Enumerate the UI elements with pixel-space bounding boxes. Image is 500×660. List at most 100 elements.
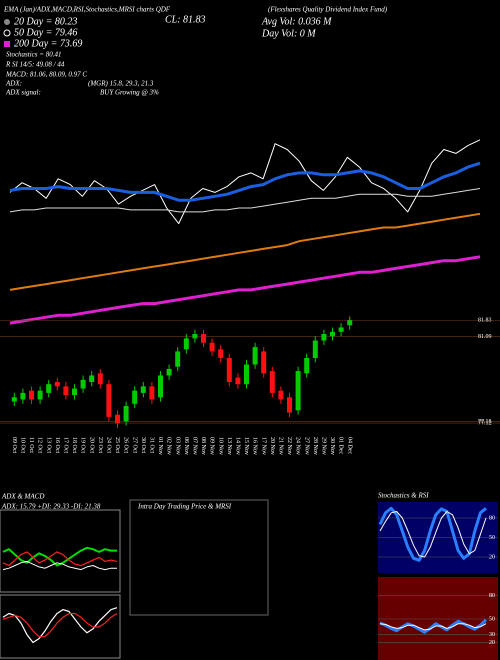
- x-tick-label: 12 Oct: [37, 437, 43, 453]
- x-tick-label: 27 Nov: [303, 437, 309, 455]
- adx-values: (MGR) 15.8, 29.3, 21.3: [88, 80, 154, 88]
- x-tick-label: 01 Dec: [338, 437, 344, 454]
- series-line: [2, 551, 118, 567]
- y-tick-label: 20: [489, 554, 495, 560]
- y-tick-label: 77.12: [478, 420, 492, 426]
- x-tick-label: 19 Oct: [80, 437, 86, 453]
- x-tick-label: 10 Nov: [217, 437, 223, 455]
- candle-body: [166, 368, 172, 376]
- stat: R SI 14/5: 49.08 / 44: [5, 61, 65, 69]
- series-line: [379, 618, 488, 634]
- candle-body: [330, 331, 335, 337]
- x-tick-label: 17 Oct: [63, 437, 69, 453]
- x-tick-label: 14 Nov: [235, 437, 241, 455]
- candle-body: [312, 340, 318, 358]
- x-tick-label: 24 Nov: [295, 437, 301, 455]
- candle-body: [201, 334, 206, 343]
- x-tick-label: 22 Nov: [286, 437, 292, 455]
- candle-body: [321, 334, 327, 341]
- x-tick-label: 31 Oct: [149, 437, 155, 453]
- x-tick-label: 16 Nov: [252, 437, 258, 455]
- y-tick-label: 30: [489, 632, 495, 638]
- candle-body: [244, 364, 249, 385]
- x-tick-label: 27 Oct: [131, 437, 137, 453]
- candle-body: [226, 358, 232, 382]
- y-tick-label: 81.09: [478, 334, 492, 340]
- y-tick-label: 77.18: [478, 419, 492, 425]
- panel-title: Intra Day Trading Price & MRSI: [137, 503, 232, 511]
- candle-body: [338, 327, 344, 332]
- x-tick-label: 17 Nov: [260, 437, 266, 455]
- x-tick-label: 30 Nov: [329, 437, 335, 455]
- series-line: [379, 511, 487, 558]
- candle-body: [89, 375, 95, 382]
- x-tick-label: 30 Oct: [140, 437, 146, 453]
- adx-signal-label: ADX signal:: [5, 89, 41, 97]
- intraday-frame: [129, 499, 269, 616]
- candle-body: [218, 349, 224, 358]
- avg-vol: Avg Vol: 0.036 M: [261, 16, 332, 27]
- panel-title: ADX & MACD: [1, 493, 44, 501]
- x-tick-label: 28 Nov: [312, 437, 318, 455]
- candle-body: [80, 379, 86, 389]
- x-tick-label: 09 Nov: [209, 437, 215, 455]
- candle-body: [261, 351, 267, 374]
- header-subtitle: (Flexshares Quality Dividend Index Fund): [268, 6, 388, 14]
- candle-body: [287, 397, 292, 413]
- candle-body: [347, 320, 353, 326]
- stat: 50 Day = 79.46: [14, 27, 77, 38]
- candle-body: [132, 390, 138, 404]
- x-tick-label: 25 Oct: [114, 437, 120, 453]
- y-tick-label: 50: [489, 535, 495, 541]
- series-line: [9, 255, 481, 325]
- x-tick-label: 29 Nov: [321, 437, 327, 455]
- legend-marker: [4, 41, 10, 47]
- candle-body: [175, 351, 181, 367]
- stat: 20 Day = 80.23: [14, 16, 77, 27]
- candle-body: [235, 377, 241, 385]
- x-tick-label: 23 Oct: [97, 437, 103, 453]
- candle-body: [11, 397, 17, 402]
- candle-body: [209, 342, 215, 352]
- candle-body: [140, 386, 146, 393]
- x-tick-label: 24 Oct: [106, 437, 112, 453]
- candle-body: [46, 384, 52, 393]
- series-line: [2, 546, 117, 567]
- series-line: [9, 212, 481, 291]
- candle-body: [149, 386, 155, 400]
- x-tick-label: 01 Nov: [157, 437, 163, 455]
- x-tick-label: 10 Oct: [20, 437, 26, 453]
- series-line: [379, 623, 487, 631]
- y-tick-label: 50: [489, 616, 495, 622]
- x-tick-label: 20 Nov: [269, 437, 275, 455]
- series-line: [2, 607, 118, 644]
- candle-body: [192, 334, 198, 339]
- candle-body: [295, 371, 301, 411]
- adx-label: ADX:: [5, 80, 22, 88]
- close-label: CL: 81.83: [165, 14, 206, 25]
- x-tick-label: 13 Nov: [226, 437, 232, 455]
- legend-marker: [4, 19, 10, 25]
- candle-body: [37, 390, 43, 400]
- x-tick-label: 09 Oct: [11, 437, 17, 453]
- candle-body: [252, 347, 258, 365]
- candle-body: [63, 386, 69, 396]
- series-line: [2, 560, 117, 571]
- macd-frame: [0, 594, 121, 659]
- x-tick-label: 03 Nov: [174, 437, 180, 455]
- x-tick-label: 04 Dec: [346, 437, 352, 454]
- y-tick-label: 81.83: [478, 318, 492, 324]
- x-tick-label: 07 Nov: [192, 437, 198, 455]
- x-tick-label: 20 Oct: [88, 437, 94, 453]
- candle-body: [106, 384, 112, 417]
- x-tick-label: 18 Oct: [71, 437, 77, 453]
- candle-body: [29, 390, 34, 400]
- x-tick-label: 21 Nov: [278, 437, 284, 455]
- series-line: [9, 161, 481, 202]
- candle-body: [54, 382, 60, 387]
- candle-body: [20, 392, 26, 400]
- candle-body: [123, 406, 129, 422]
- candle-body: [72, 388, 77, 396]
- x-tick-label: 16 Oct: [54, 437, 60, 453]
